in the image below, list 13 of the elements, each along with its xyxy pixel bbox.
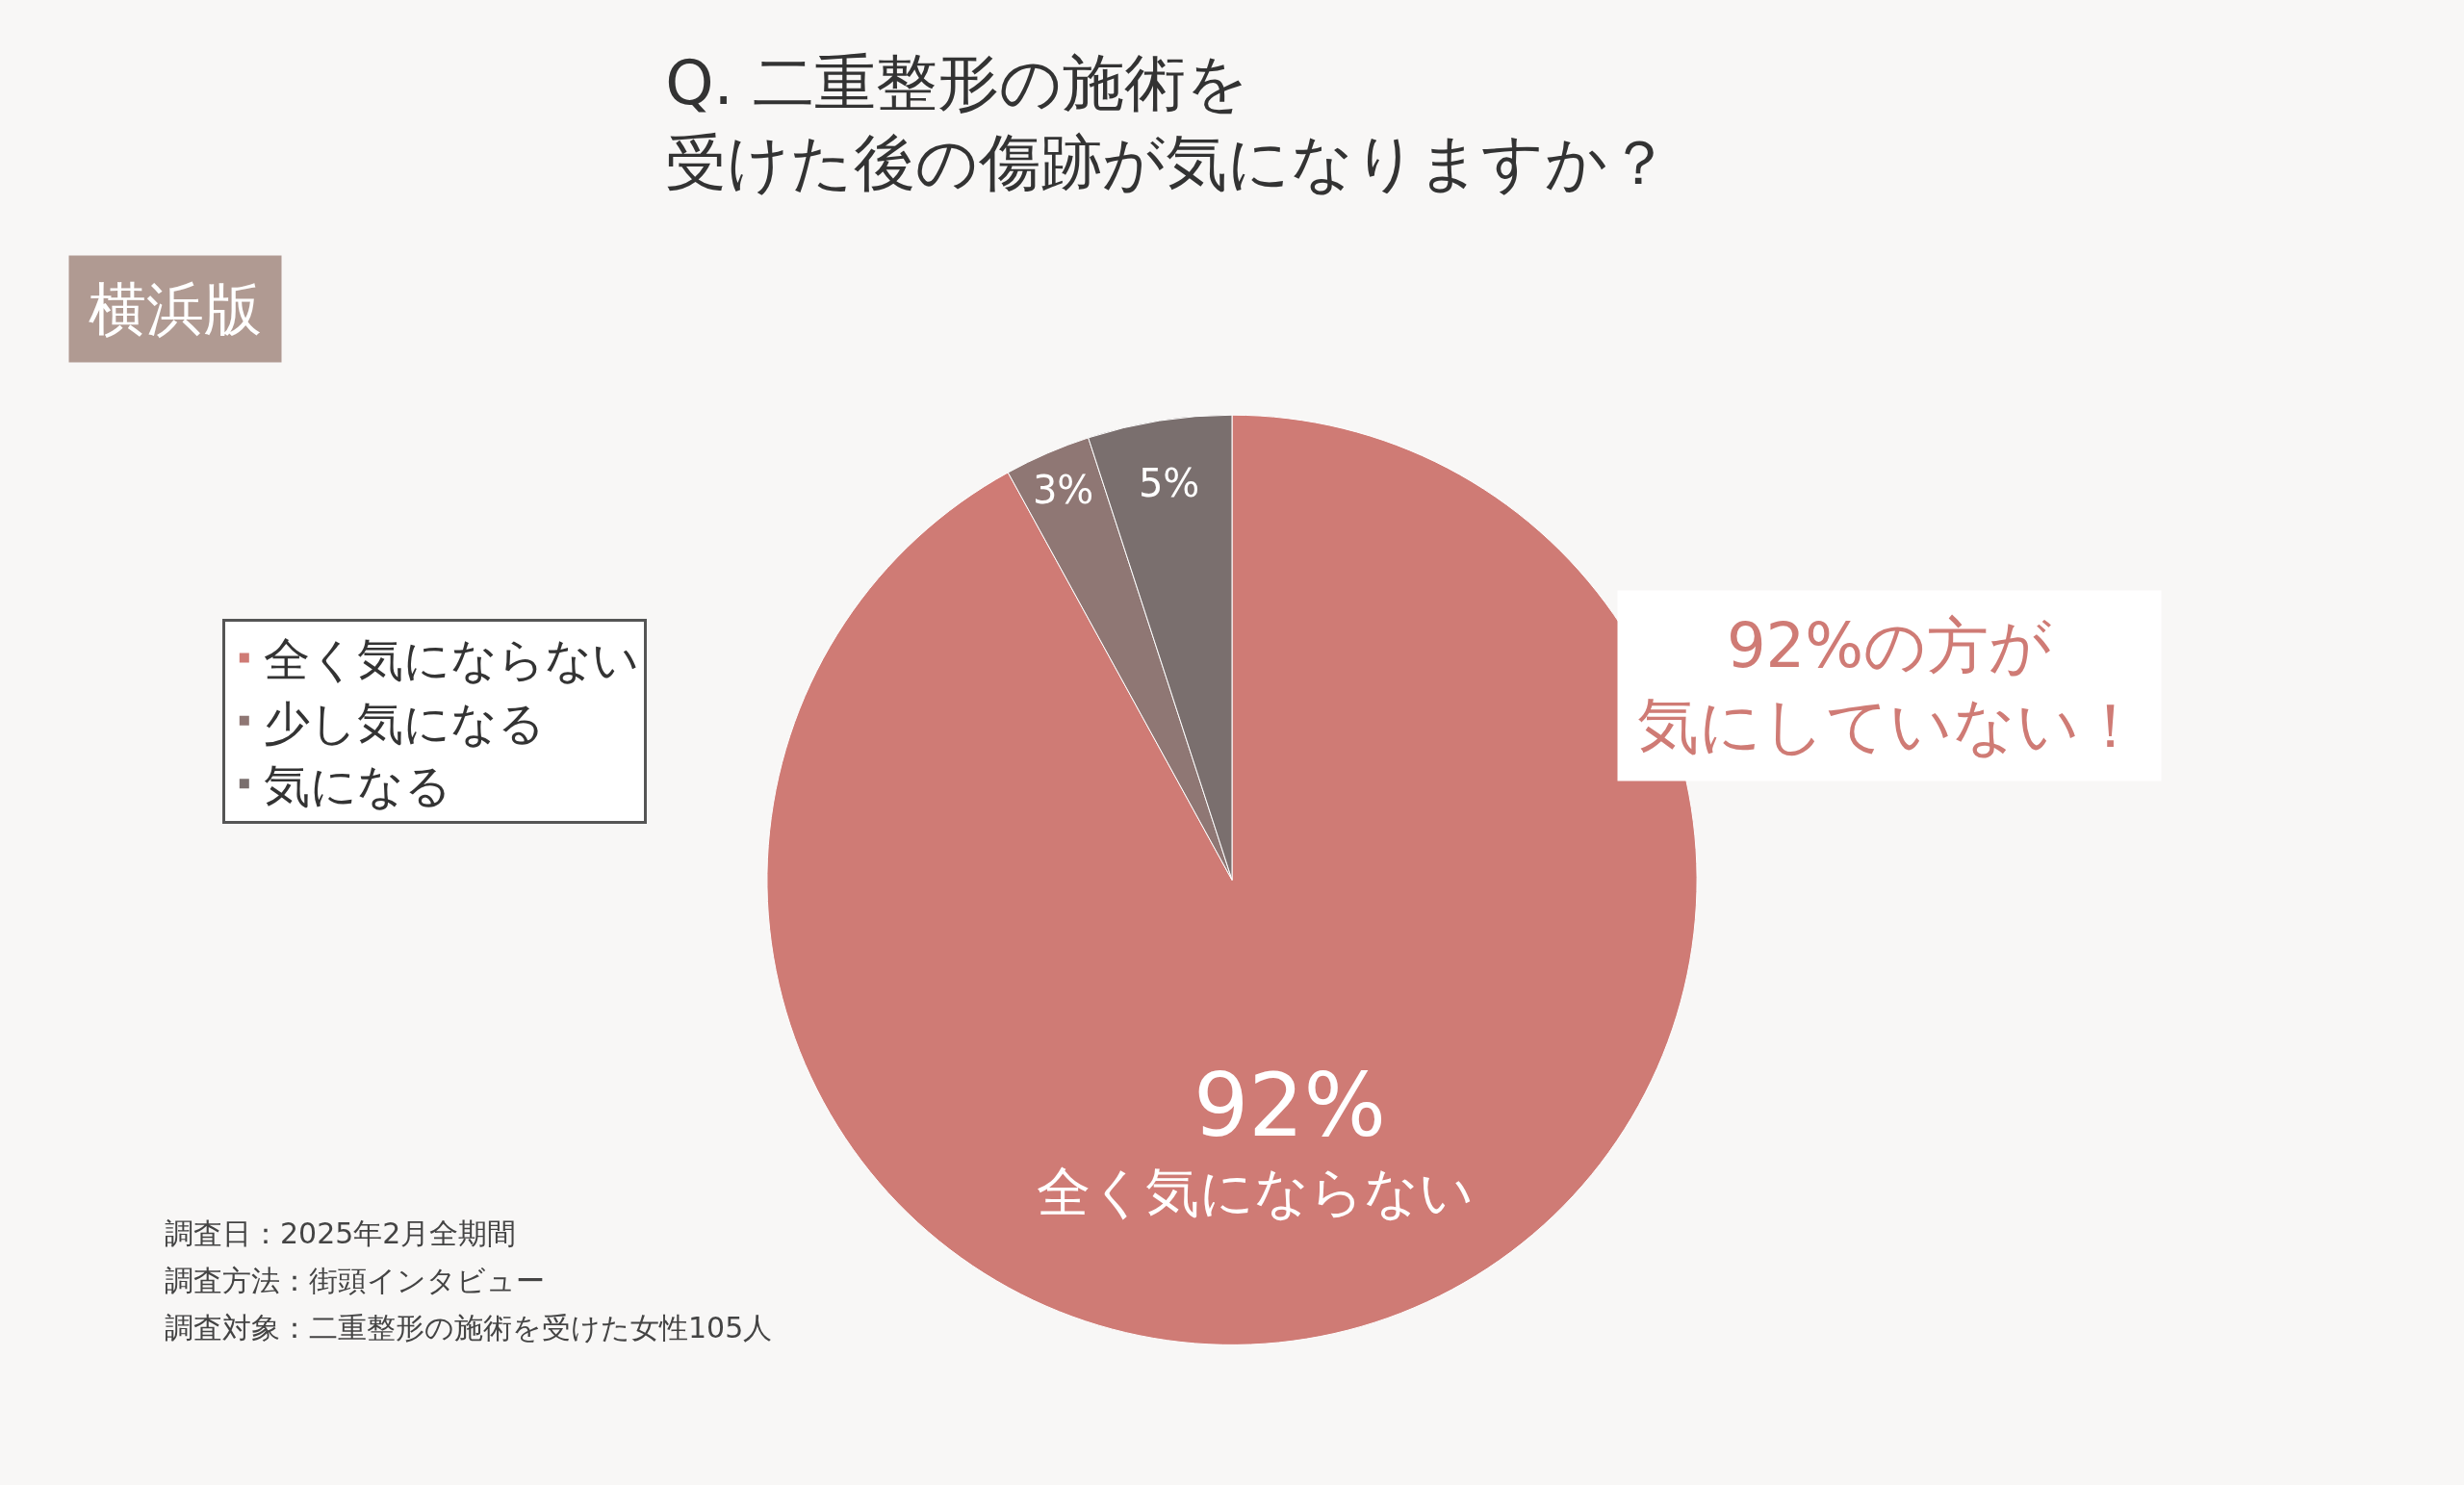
data-label: 5%: [1138, 460, 1200, 505]
text: 全く気にならない: [1037, 1161, 1474, 1223]
chart-title: Q. 二重整形の施術を受けた後の傷跡が気になりますか？: [665, 47, 1671, 199]
text: 横浜版: [89, 275, 262, 343]
data-label: 3%: [1032, 468, 1094, 513]
legend-label: 気になる: [263, 757, 451, 812]
text: 調査方法：街頭インタビュー: [165, 1264, 545, 1297]
legend-label: 少し気になる: [263, 695, 545, 750]
text: 調査日：2025年2月全期間: [165, 1216, 517, 1250]
legend-label: 全く気にならない: [263, 632, 639, 687]
text: 92%の方が気にしていない！: [1637, 610, 2142, 762]
text: 調査対象：二重整形の施術を受けた女性105人: [165, 1311, 773, 1344]
data-label: 92%: [1194, 1054, 1387, 1156]
